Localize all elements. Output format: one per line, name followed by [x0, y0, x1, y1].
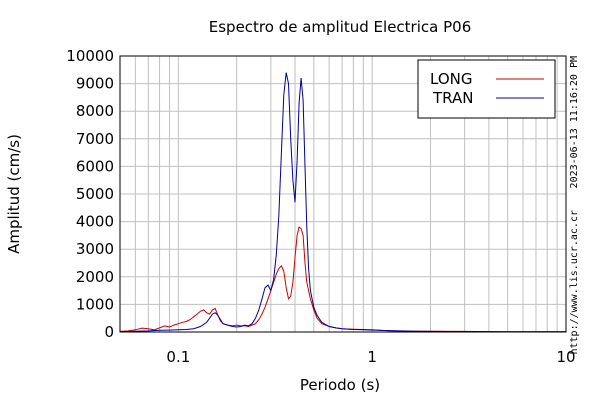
legend-label-long: LONG — [430, 70, 472, 88]
x-axis-label: Periodo (s) — [300, 376, 380, 394]
series-lines — [119, 72, 567, 333]
y-tick-label: 8000 — [76, 102, 114, 120]
y-tick-label: 10000 — [66, 47, 114, 65]
y-tick-label: 5000 — [76, 185, 114, 203]
timestamp-label: 2023-06-13 11:16:20 PM — [569, 56, 580, 188]
source-url-label: http://www.lis.ucr.ac.cr — [569, 210, 580, 355]
legend-box — [417, 59, 556, 119]
legend-label-tran: TRAN — [432, 89, 473, 107]
x-tick-label: 0.1 — [166, 348, 190, 366]
y-tick-label: 4000 — [76, 213, 114, 231]
y-tick-label: 7000 — [76, 130, 114, 148]
plot-frame — [119, 55, 567, 333]
y-tick-label: 1000 — [76, 295, 114, 313]
chart-title: Espectro de amplitud Electrica P06 — [209, 18, 472, 36]
series-line-tran — [119, 72, 566, 333]
y-tick-labels: 0 1000 2000 3000 4000 5000 6000 7000 8000 9000 100… — [66, 47, 114, 341]
x-tick-labels: 0.1 1 10 — [166, 348, 575, 366]
series-line-long — [119, 226, 567, 333]
y-tick-label: 3000 — [76, 240, 114, 258]
x-tick-label: 1 — [367, 348, 377, 366]
y-tick-label: 6000 — [76, 157, 114, 175]
y-tick-label: 9000 — [76, 75, 114, 93]
y-tick-label: 2000 — [76, 268, 114, 286]
legend: LONG TRAN — [417, 59, 556, 119]
y-tick-label: 0 — [104, 323, 114, 341]
y-axis-label: Amplitud (cm/s) — [5, 134, 23, 254]
x-tick-label: 10 — [556, 348, 575, 366]
